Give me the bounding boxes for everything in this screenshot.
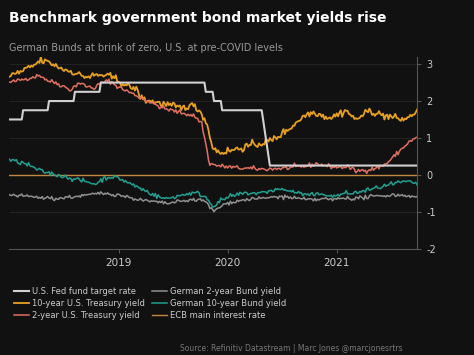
Text: Source: Refinitiv Datastream | Marc Jones @marcjonesrtrs: Source: Refinitiv Datastream | Marc Jone… xyxy=(180,344,403,353)
Text: Benchmark government bond market yields rise: Benchmark government bond market yields … xyxy=(9,11,387,24)
Text: German Bunds at brink of zero, U.S. at pre-COVID levels: German Bunds at brink of zero, U.S. at p… xyxy=(9,43,283,53)
Legend: U.S. Fed fund target rate, 10-year U.S. Treasury yield, 2-year U.S. Treasury yie: U.S. Fed fund target rate, 10-year U.S. … xyxy=(14,287,286,320)
